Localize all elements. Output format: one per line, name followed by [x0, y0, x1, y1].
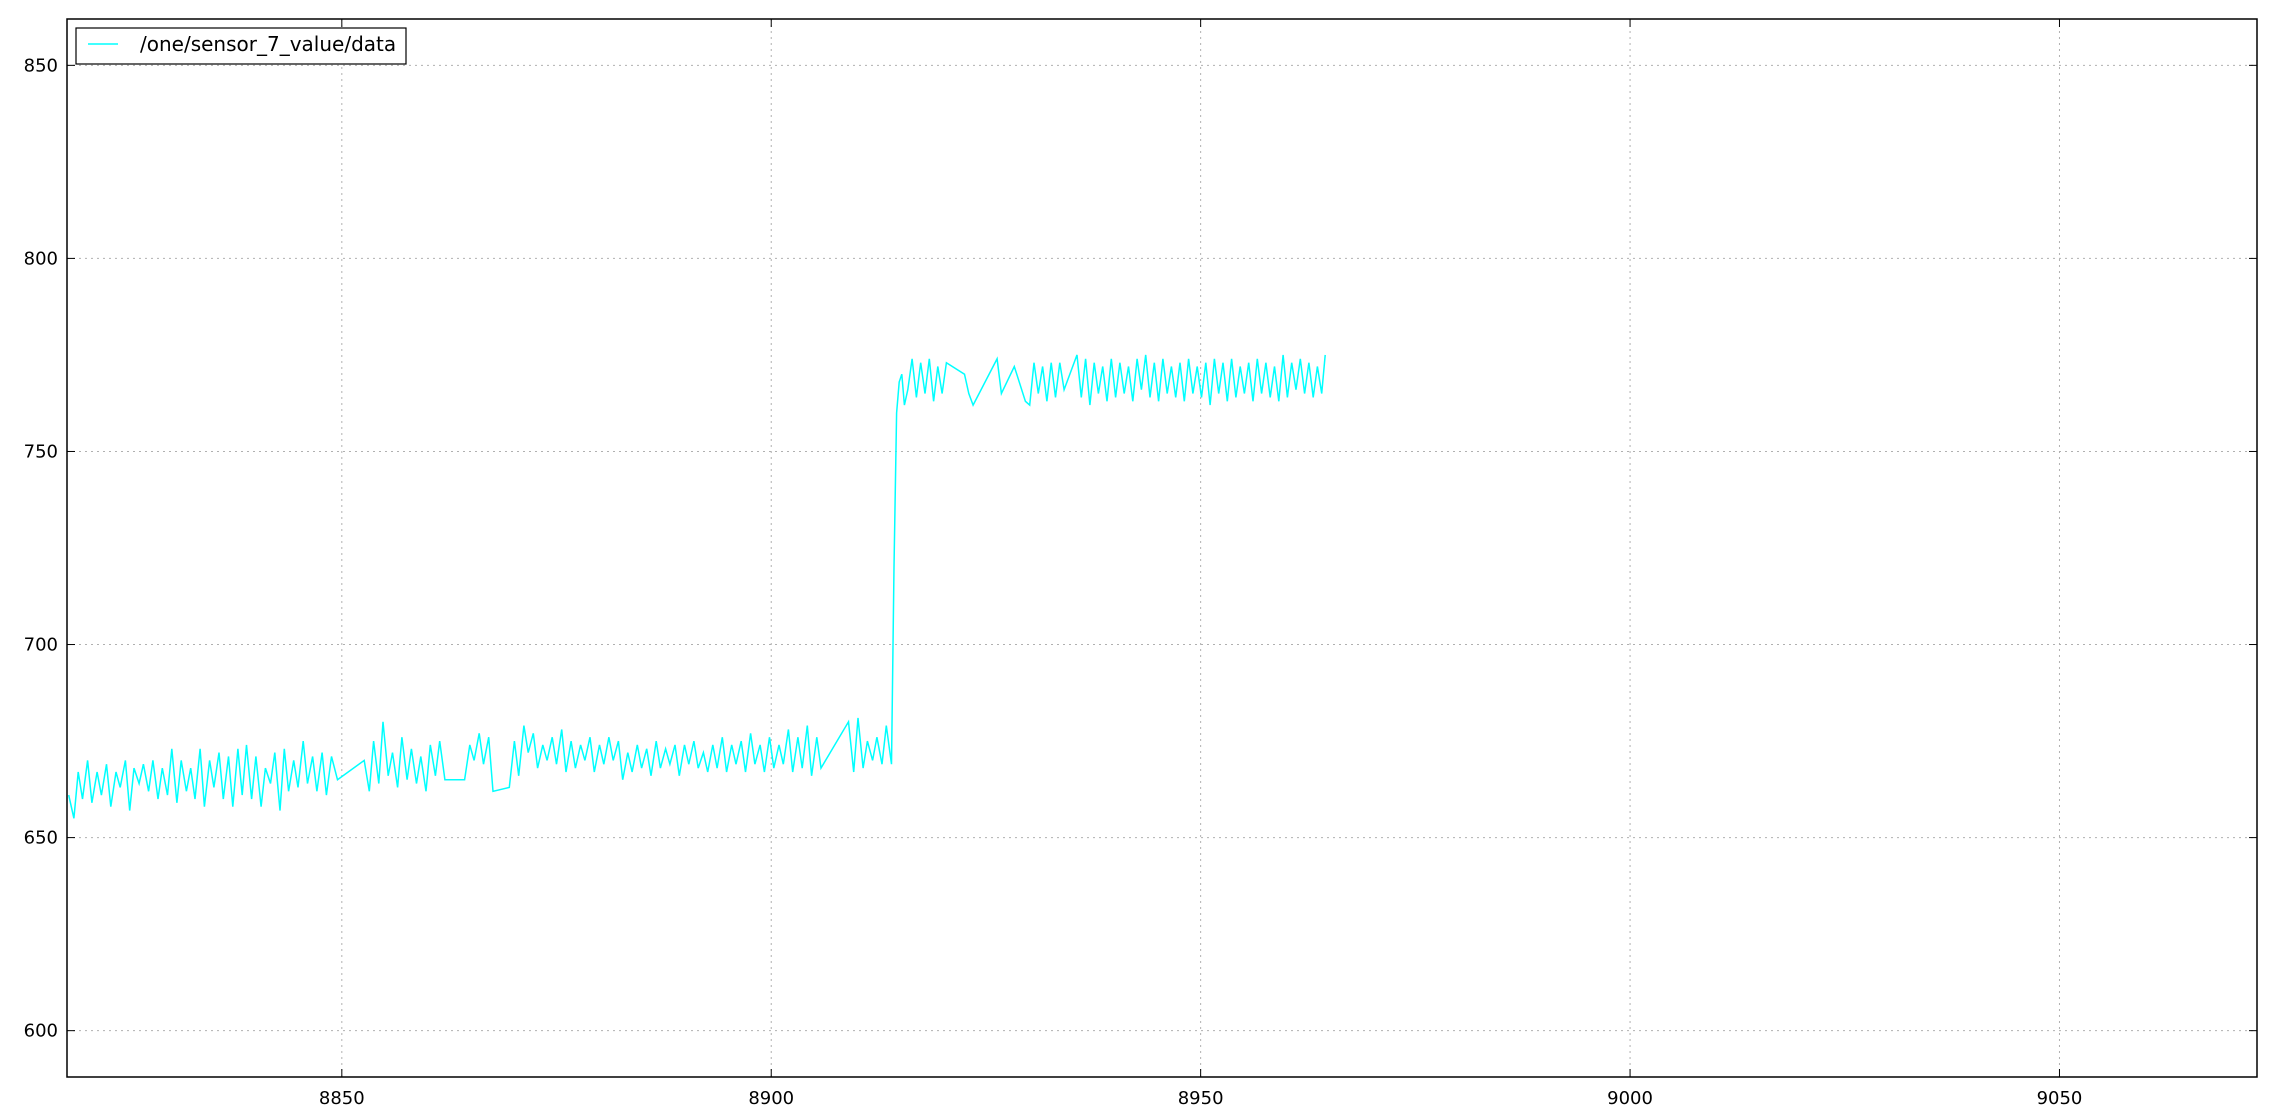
x-axis-tick-labels: 8850 8900 8950 9000 9050	[319, 1088, 2082, 1109]
y-tick-label: 700	[24, 635, 58, 656]
x-tick-label: 9050	[2037, 1088, 2083, 1109]
axis-ticks	[67, 19, 2257, 1077]
series-layer	[67, 354, 1326, 819]
y-tick-label: 750	[24, 441, 58, 462]
x-tick-label: 8850	[319, 1088, 365, 1109]
legend-label: /one/sensor_7_value/data	[140, 32, 396, 56]
plot-frame	[66, 18, 2258, 1078]
gridlines	[67, 19, 2257, 1077]
y-tick-label: 850	[24, 55, 58, 76]
x-tick-label: 9000	[1607, 1088, 1653, 1109]
series-line-0	[67, 354, 1326, 819]
x-tick-label: 8950	[1178, 1088, 1224, 1109]
y-tick-label: 600	[24, 1021, 58, 1042]
legend-box	[75, 27, 407, 65]
y-tick-label: 650	[24, 828, 58, 849]
x-tick-label: 8900	[748, 1088, 794, 1109]
legend: /one/sensor_7_value/data	[75, 27, 407, 65]
y-axis-tick-labels: 600 650 700 750 800 850	[24, 55, 58, 1041]
y-tick-label: 800	[24, 248, 58, 269]
